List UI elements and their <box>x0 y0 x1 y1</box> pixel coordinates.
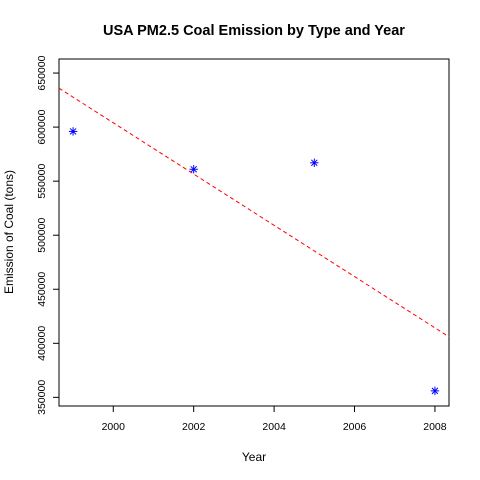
x-axis-label: Year <box>242 450 266 464</box>
trendline-layer <box>58 87 450 338</box>
x-tick-label: 2006 <box>343 421 367 433</box>
points-layer <box>68 127 440 396</box>
y-axis: 350000 400000 450000 500000 550000 600000 6500… <box>36 55 59 415</box>
y-tick-label: 600000 <box>36 109 48 144</box>
data-point <box>310 158 319 167</box>
y-tick-label: 450000 <box>36 272 48 307</box>
data-point <box>430 386 440 396</box>
y-tick-label: 350000 <box>36 380 48 415</box>
plot-area-frame <box>58 58 450 407</box>
data-point <box>189 165 198 174</box>
data-point <box>68 127 78 136</box>
x-tick-label: 2000 <box>102 421 126 433</box>
x-axis: 2000 2002 2004 2006 2008 <box>102 406 447 433</box>
trendline <box>58 87 450 338</box>
chart-title: USA PM2.5 Coal Emission by Type and Year <box>103 23 405 39</box>
x-tick-label: 2004 <box>262 421 286 433</box>
y-tick-label: 500000 <box>36 218 48 253</box>
y-tick-label: 650000 <box>36 55 48 90</box>
x-tick-label: 2008 <box>423 421 447 433</box>
y-axis-label: Emission of Coal (tons) <box>2 170 16 294</box>
y-tick-label: 400000 <box>36 326 48 361</box>
y-tick-label: 550000 <box>36 163 48 198</box>
x-tick-label: 2002 <box>182 421 206 433</box>
